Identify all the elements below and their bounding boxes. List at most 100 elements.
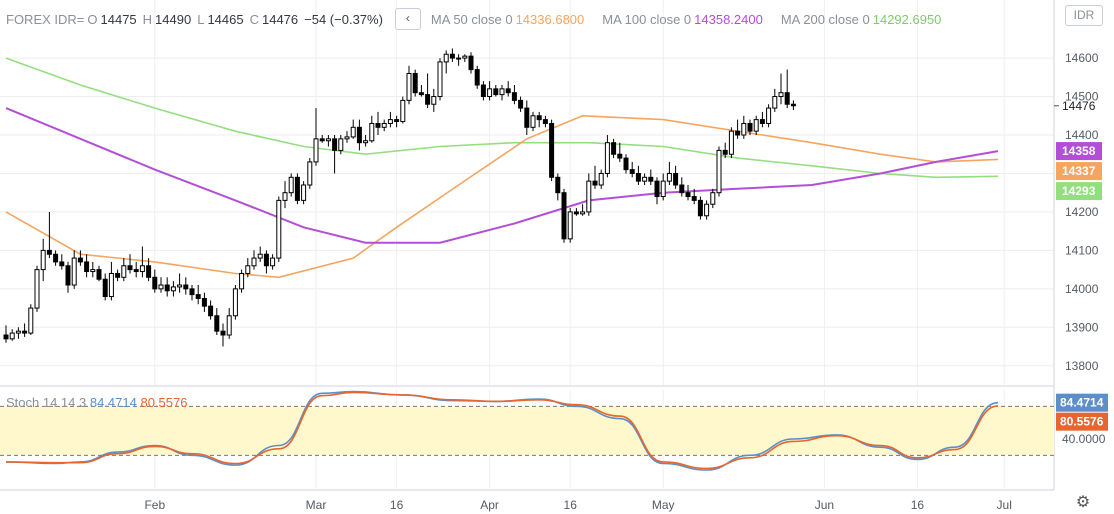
candle-body: [77, 257, 83, 263]
stoch-d-value: 80.5576: [140, 395, 188, 410]
ma100-label: MA 100 close 0: [602, 11, 692, 27]
candle: [728, 127, 734, 159]
candle: [158, 277, 164, 293]
candle-body: [319, 138, 325, 142]
candle-body: [580, 211, 586, 215]
candle: [567, 208, 573, 243]
gear-icon[interactable]: ⚙: [1075, 494, 1091, 511]
candle-body: [177, 284, 183, 288]
close-label: C: [249, 11, 259, 27]
candle: [71, 250, 77, 289]
ma-value-badge-label: 14337: [1062, 164, 1096, 178]
candle-body: [784, 92, 790, 105]
candle-body: [499, 88, 505, 96]
candle-body: [629, 169, 635, 174]
stoch-d-line: [5, 391, 999, 470]
candle: [586, 173, 592, 216]
candle: [412, 69, 418, 97]
candle: [387, 111, 393, 128]
candle: [139, 246, 145, 278]
candle: [449, 48, 455, 62]
candle-body: [375, 122, 381, 128]
candle-body: [133, 269, 139, 273]
candle: [338, 135, 344, 155]
ma-value-badge: [1056, 162, 1102, 181]
candle: [499, 85, 505, 101]
time-axis-label: 16: [911, 498, 925, 512]
candle: [741, 115, 747, 139]
candle-body: [679, 184, 685, 194]
candle-body: [431, 96, 437, 105]
candle-body: [263, 253, 269, 267]
candle-body: [480, 84, 486, 98]
candle: [480, 81, 486, 101]
candle: [580, 204, 586, 216]
candle: [685, 185, 691, 201]
candle-body: [573, 211, 579, 215]
candle-body: [741, 122, 747, 136]
candle-body: [604, 142, 610, 174]
candle: [691, 188, 697, 205]
candle-body: [710, 192, 716, 205]
open-label: O: [87, 11, 98, 27]
collapse-legend-button[interactable]: ‹: [394, 8, 421, 30]
candle-body: [183, 284, 189, 290]
ma50-label: MA 50 close 0: [430, 11, 513, 27]
ma200-value: 14292.6950: [872, 11, 942, 27]
candle: [46, 211, 52, 259]
candle: [77, 250, 83, 266]
candle: [90, 261, 96, 278]
candle-body: [164, 284, 170, 292]
candle: [524, 100, 530, 135]
candle: [573, 208, 579, 216]
candle-body: [654, 180, 660, 198]
candle: [201, 292, 207, 312]
candle-body: [34, 269, 40, 309]
candle-body: [90, 269, 96, 273]
candle-body: [152, 276, 158, 290]
candle: [629, 161, 635, 178]
stoch-d-badge-label: 80.5576: [1060, 415, 1104, 429]
candle-body: [189, 288, 195, 296]
candle: [784, 69, 790, 109]
candle: [232, 285, 238, 320]
candle: [294, 173, 300, 205]
candle: [778, 73, 784, 105]
candle: [425, 73, 431, 109]
candle-body: [418, 92, 424, 96]
candle-body: [468, 55, 474, 71]
candle: [208, 300, 214, 320]
candle-body: [412, 72, 418, 94]
candle-body: [232, 288, 238, 317]
candle: [189, 285, 195, 301]
time-axis-label: Feb: [144, 498, 165, 512]
candle-body: [530, 115, 536, 128]
candle-body: [555, 176, 561, 194]
candle-body: [84, 261, 90, 273]
candle: [642, 173, 648, 185]
candle-body: [294, 176, 300, 201]
candle-body: [369, 122, 375, 142]
candle: [511, 85, 517, 105]
candle-body: [214, 315, 220, 332]
candle: [214, 308, 220, 335]
candle: [468, 52, 474, 74]
candle: [108, 261, 114, 301]
candle: [127, 254, 133, 274]
candle: [617, 142, 623, 162]
candle-body: [257, 253, 263, 259]
candle: [530, 111, 536, 132]
candle: [325, 135, 331, 147]
ma200-label: MA 200 close 0: [780, 11, 870, 27]
low-label: L: [197, 11, 205, 27]
candle: [697, 196, 703, 220]
candle-body: [666, 172, 672, 182]
candle: [431, 88, 437, 112]
candle: [710, 188, 716, 209]
price-legend: FOREX IDR= O 14475 H 14490 L 14465 C 14476 −…: [6, 8, 947, 30]
candle-body: [381, 122, 387, 128]
currency-button[interactable]: IDR: [1065, 5, 1103, 26]
candle: [406, 65, 412, 105]
stoch-tick-label: 40.0000: [1062, 432, 1106, 446]
